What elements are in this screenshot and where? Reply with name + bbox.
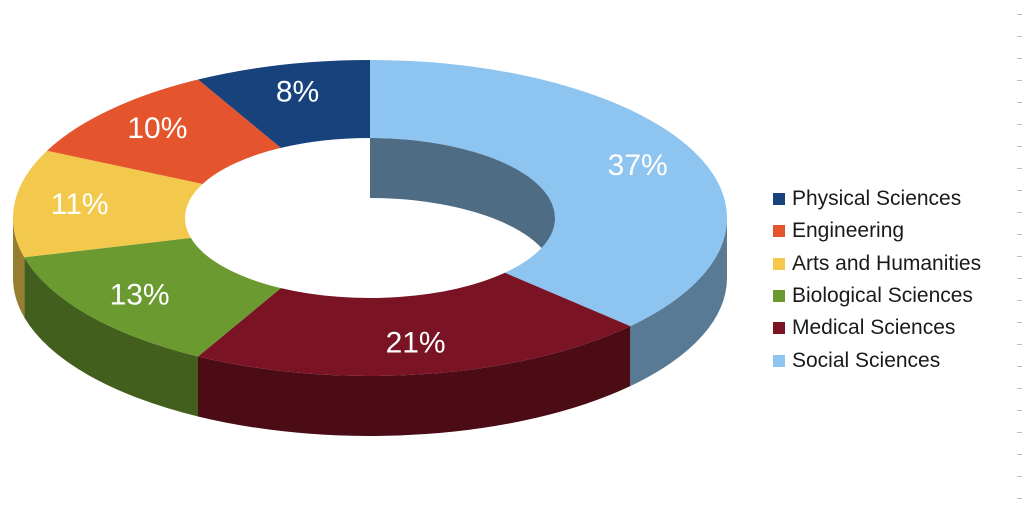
outer-wall-arts-and-humanities (13, 218, 25, 318)
chart-legend: Physical Sciences Engineering Arts and Hum… (773, 183, 981, 377)
legend-swatch (773, 322, 785, 335)
legend-item-medical-sciences: Medical Sciences (773, 312, 981, 344)
slice-engineering (46, 79, 281, 184)
legend-item-engineering: Engineering (773, 215, 981, 247)
slice-medical-sciences (198, 272, 631, 377)
legend-item-physical-sciences: Physical Sciences (773, 183, 981, 215)
inner-wall-social-sciences (370, 138, 555, 278)
data-label-social-sciences: 37% (608, 149, 668, 182)
data-label-engineering: 10% (127, 112, 187, 145)
data-label-arts-and-humanities: 11% (51, 188, 109, 221)
data-label-medical-sciences: 21% (386, 327, 446, 360)
data-label-biological-sciences: 13% (110, 279, 170, 312)
legend-item-biological-sciences: Biological Sciences (773, 280, 981, 312)
legend-label: Social Sciences (792, 348, 941, 372)
outer-wall-medical-sciences (198, 326, 631, 437)
legend-item-social-sciences: Social Sciences (773, 344, 981, 376)
legend-swatch (773, 354, 785, 367)
data-label-physical-sciences: 8% (276, 76, 319, 109)
legend-swatch (773, 193, 785, 206)
slice-physical-sciences (198, 60, 370, 148)
legend-swatch (773, 290, 785, 303)
legend-item-arts-and-humanities: Arts and Humanities (773, 248, 981, 280)
slice-biological-sciences (24, 237, 281, 357)
legend-swatch (773, 225, 785, 238)
legend-label: Biological Sciences (792, 284, 973, 308)
edge-tick-marks (1017, 14, 1022, 514)
donut-chart: 37% 21% 13% 11% 10% 8% (13, 60, 728, 437)
outer-wall-social-sciences (630, 218, 727, 387)
legend-label: Arts and Humanities (792, 251, 982, 275)
legend-label: Engineering (792, 219, 905, 243)
outer-wall-biological-sciences (24, 257, 199, 417)
legend-label: Physical Sciences (792, 187, 962, 211)
legend-swatch (773, 257, 785, 270)
slice-arts-and-humanities (13, 150, 203, 258)
legend-label: Medical Sciences (792, 316, 956, 340)
slice-social-sciences (370, 60, 728, 327)
